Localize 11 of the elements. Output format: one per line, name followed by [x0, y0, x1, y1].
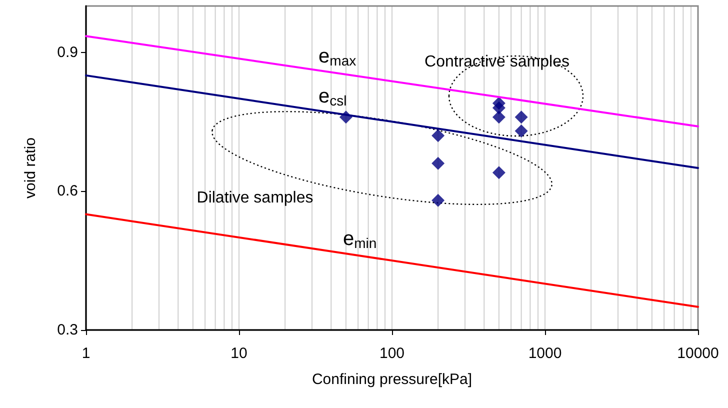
x-tick-label: 1 [82, 345, 90, 362]
x-axis-title: Confining pressure[kPa] [312, 371, 472, 388]
x-tick-label: 10000 [677, 345, 719, 362]
y-axis-title: void ratio [22, 138, 39, 198]
y-tick-label: 0.3 [57, 322, 78, 338]
annotation: Dilative samples [196, 190, 314, 206]
x-tick-label: 1000 [528, 345, 562, 362]
y-tick-label: 0.9 [57, 44, 78, 61]
x-tick-label: 100 [379, 345, 405, 362]
x-tick-label: 10 [230, 345, 248, 362]
y-tick-label: 0.6 [57, 182, 78, 200]
